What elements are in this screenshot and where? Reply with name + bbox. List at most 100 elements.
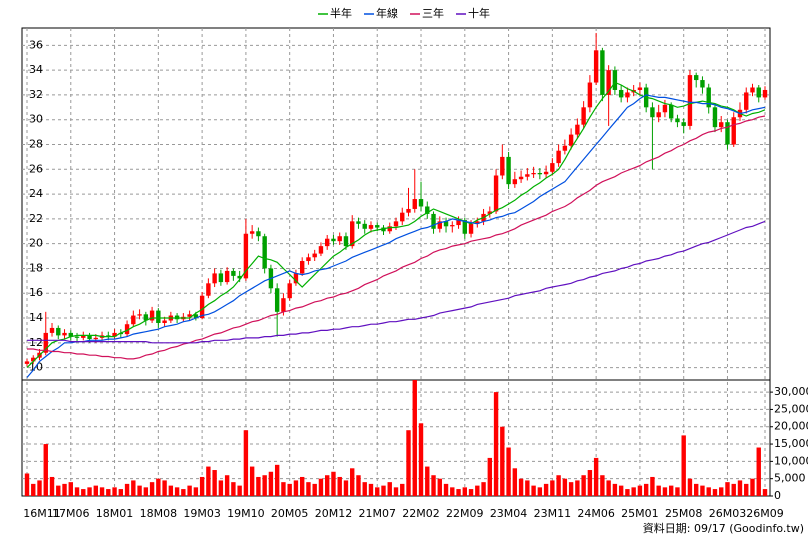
volume-bar	[456, 489, 461, 496]
candle-body	[281, 298, 286, 312]
y-tick-label: 32	[29, 88, 43, 101]
candle-body	[443, 221, 449, 227]
candle-body	[24, 361, 30, 364]
volume-bar	[681, 435, 686, 496]
x-tick-label: 26M03	[709, 507, 747, 520]
volume-bar	[400, 483, 405, 496]
candle-body	[393, 221, 399, 227]
legend-label: 半年	[330, 6, 352, 20]
candle-body	[543, 171, 549, 175]
candle-body	[731, 117, 736, 145]
volume-tick-label: 10,000	[774, 454, 808, 467]
x-tick-label: 20M05	[271, 507, 309, 520]
volume-bar	[362, 482, 367, 496]
volume-bar	[337, 476, 342, 496]
volume-bar	[224, 475, 230, 496]
candle-body	[425, 206, 430, 214]
candle-body	[618, 89, 624, 98]
volume-bar	[487, 457, 493, 496]
candle-body	[318, 246, 324, 254]
candle-body	[362, 223, 367, 229]
volume-bar	[299, 476, 305, 496]
candle-body	[637, 87, 643, 90]
volume-bar	[143, 487, 149, 496]
candle-body	[187, 314, 192, 317]
candle-body	[550, 163, 555, 172]
volume-tick-label: 15,000	[774, 437, 808, 450]
candle-body	[587, 82, 593, 108]
volume-bar	[481, 482, 486, 496]
volume-bar	[331, 471, 336, 496]
candle-body	[256, 231, 261, 237]
candle-body	[650, 107, 655, 118]
candle-body	[406, 208, 411, 213]
volume-bar	[231, 482, 236, 496]
candle-body	[331, 238, 336, 242]
candle-body	[68, 332, 73, 337]
legend-label: 三年	[422, 6, 444, 20]
candle-body	[274, 288, 280, 312]
volume-bar	[650, 476, 655, 496]
x-tick-label: 18M01	[96, 507, 134, 520]
volume-bar	[425, 466, 430, 496]
candle-body	[81, 335, 86, 338]
volume-bar	[281, 482, 286, 496]
volume-bar	[512, 468, 518, 496]
volume-bar	[443, 483, 449, 496]
legend: 半年 年線 三年 十年	[318, 6, 490, 20]
volume-bar	[612, 483, 618, 496]
candle-body	[56, 327, 61, 336]
volume-bar	[575, 480, 580, 496]
candle-body	[199, 295, 205, 319]
x-tick-label: 21M07	[358, 507, 396, 520]
x-tick-label: 18M08	[140, 507, 178, 520]
volume-bar	[375, 487, 380, 496]
legend-label: 十年	[468, 6, 490, 20]
volume-bar	[387, 482, 392, 496]
volume-bar	[493, 392, 499, 496]
volume-bar	[737, 480, 743, 496]
volume-bar	[81, 489, 86, 496]
volume-bar	[274, 464, 280, 496]
x-tick-label: 17M06	[52, 507, 90, 520]
candle-body	[243, 233, 249, 279]
candle-body	[224, 270, 230, 283]
candle-body	[518, 176, 524, 180]
candle-body	[625, 92, 630, 98]
volume-bar	[700, 485, 705, 496]
volume-bar	[350, 468, 355, 496]
candle-body	[237, 275, 242, 279]
legend-label: 年線	[376, 6, 398, 20]
x-tick-label: 23M04	[490, 507, 528, 520]
volume-bar	[606, 480, 611, 496]
volume-bar	[137, 485, 142, 496]
volume-bar	[750, 478, 755, 496]
candle-body	[218, 273, 224, 283]
volume-bar	[156, 478, 161, 496]
x-tick-label: 25M08	[665, 507, 703, 520]
candle-body	[287, 283, 292, 299]
volume-bar	[550, 480, 555, 496]
candle-body	[606, 70, 611, 95]
y-tick-label: 16	[29, 286, 43, 299]
candle-body	[431, 213, 436, 229]
volume-bar	[500, 426, 505, 496]
volume-bar	[581, 475, 586, 496]
candle-body	[356, 221, 361, 224]
candle-body	[462, 220, 467, 234]
volume-bar	[181, 489, 186, 496]
candle-body	[512, 179, 518, 185]
candle-body	[112, 332, 117, 337]
x-tick-label: 22M09	[446, 507, 484, 520]
y-tick-label: 36	[29, 38, 43, 51]
volume-bar	[356, 475, 361, 496]
volume-bar	[418, 423, 424, 496]
volume-bar	[118, 489, 124, 496]
volume-bar	[262, 475, 267, 496]
x-tick-label: 22M02	[402, 507, 440, 520]
volume-bar	[237, 485, 242, 496]
volume-bar	[99, 487, 105, 496]
volume-bar	[694, 483, 699, 496]
candle-body	[212, 273, 217, 284]
candle-body	[581, 107, 586, 125]
